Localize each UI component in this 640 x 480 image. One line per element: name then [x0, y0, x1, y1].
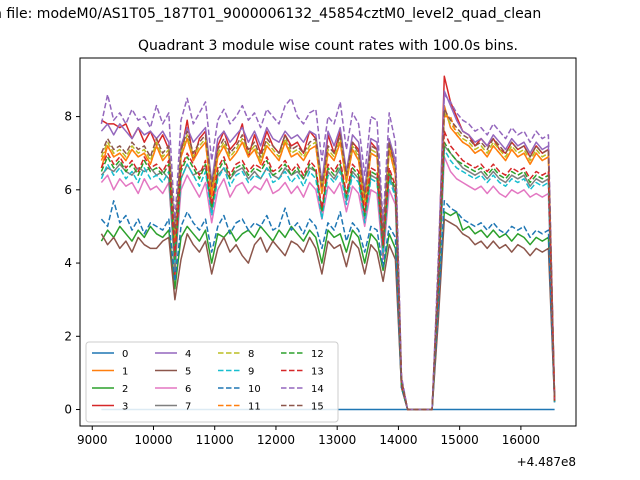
legend-label-13: 13 — [311, 367, 324, 378]
x-tick-label: 13000 — [318, 433, 356, 447]
axes-frame — [79, 57, 577, 427]
legend-label-6: 6 — [185, 384, 191, 395]
legend-label-5: 5 — [185, 367, 191, 378]
figure-suptitle: n file: modeM0/AS1T05_187T01_9000006132_… — [0, 6, 541, 22]
x-tick-label: 15000 — [441, 433, 479, 447]
y-tick-label: 0 — [64, 403, 72, 417]
series-line-10 — [100, 200, 556, 411]
series-line-13 — [100, 130, 556, 411]
legend-label-7: 7 — [185, 402, 191, 413]
y-tick-label: 6 — [64, 183, 72, 197]
legend-label-9: 9 — [248, 367, 254, 378]
plot-area — [100, 75, 556, 411]
legend-label-11: 11 — [248, 402, 261, 413]
legend-label-4: 4 — [185, 349, 191, 360]
legend-label-3: 3 — [122, 402, 128, 413]
x-tick-label: 9000 — [77, 433, 108, 447]
legend-label-8: 8 — [248, 349, 254, 360]
x-axis: 9000 10000 11000 12000 13000 14000 15000 16000 — [77, 426, 540, 447]
y-tick-label: 4 — [64, 256, 72, 270]
x-tick-label: 10000 — [134, 433, 172, 447]
y-axis: 0 2 4 6 8 — [64, 110, 80, 417]
series-line-11 — [100, 115, 556, 411]
series-line-5 — [100, 218, 556, 411]
legend-label-10: 10 — [248, 384, 261, 395]
chart-title: Quadrant 3 module wise count rates with … — [138, 38, 518, 54]
x-tick-label: 12000 — [257, 433, 295, 447]
series-line-14 — [100, 93, 556, 411]
legend-label-15: 15 — [311, 402, 324, 413]
legend-label-0: 0 — [122, 349, 128, 360]
legend-label-1: 1 — [122, 367, 128, 378]
x-tick-label: 14000 — [379, 433, 417, 447]
y-tick-label: 2 — [64, 329, 72, 343]
series-line-2 — [100, 211, 556, 411]
legend-box — [85, 341, 339, 423]
series-line-15 — [100, 108, 556, 411]
legend-label-2: 2 — [122, 384, 128, 395]
legend-label-14: 14 — [311, 384, 324, 395]
x-tick-label: 11000 — [196, 433, 234, 447]
legend-label-12: 12 — [311, 349, 324, 360]
x-offset-label: +4.487e8 — [517, 455, 576, 469]
y-tick-label: 8 — [64, 110, 72, 124]
x-tick-label: 16000 — [502, 433, 540, 447]
